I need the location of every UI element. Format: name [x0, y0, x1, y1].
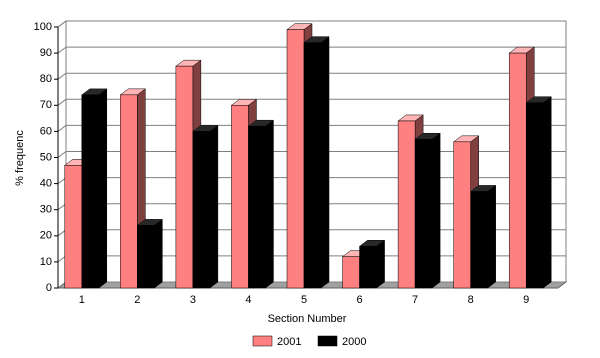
bar — [248, 125, 266, 289]
x-tick-label: 4 — [245, 294, 251, 306]
legend-swatch — [317, 335, 338, 347]
y-tick-label: 70 — [40, 99, 52, 111]
y-tick-label: 60 — [40, 125, 52, 137]
y-tick-label: 50 — [40, 151, 52, 163]
bar — [414, 138, 433, 289]
legend-label: 2001 — [277, 336, 301, 348]
bar — [81, 94, 100, 289]
bar — [175, 65, 194, 289]
x-tick-label: 6 — [356, 294, 362, 306]
bar-side — [542, 96, 552, 289]
x-tick-label: 3 — [190, 294, 196, 306]
bar — [525, 102, 544, 289]
bar — [120, 94, 138, 289]
bar — [286, 29, 305, 289]
y-tick-label: 0 — [46, 282, 52, 294]
x-tick-label: 1 — [79, 294, 85, 306]
bar — [453, 141, 471, 289]
y-tick-label: 40 — [40, 178, 52, 190]
bar — [137, 225, 155, 289]
y-axis-label: % frequenc — [14, 130, 26, 186]
bar — [470, 191, 488, 289]
bar-side — [431, 132, 441, 289]
bar-side — [320, 36, 330, 289]
y-tick-label: 20 — [40, 230, 52, 242]
bar-side — [487, 184, 496, 289]
y-tick-label: 90 — [40, 47, 52, 59]
bar-side — [265, 119, 274, 289]
bar — [192, 131, 211, 289]
x-tick-label: 8 — [468, 294, 474, 306]
bar — [64, 165, 83, 289]
bar — [303, 42, 322, 289]
grid-line — [57, 98, 566, 106]
x-axis-label: Section Number — [268, 313, 347, 325]
bar-side — [209, 124, 219, 289]
grid-line — [57, 46, 566, 54]
bar — [359, 245, 377, 289]
bar-side — [154, 218, 163, 289]
x-tick-label: 5 — [301, 294, 307, 306]
y-tick-label: 100 — [34, 21, 52, 33]
grid-line — [57, 20, 566, 28]
bar — [508, 52, 527, 289]
bar — [231, 105, 249, 289]
y-tick-label: 80 — [40, 73, 52, 85]
x-tick-label: 2 — [134, 294, 140, 306]
x-tick-label: 7 — [412, 294, 418, 306]
y-tick-label: 10 — [40, 256, 52, 268]
bar — [342, 256, 360, 289]
y-tick-label: 30 — [40, 204, 52, 216]
bar — [397, 120, 416, 289]
bar-side — [376, 239, 385, 289]
x-tick-label: 9 — [523, 294, 529, 306]
legend-label: 2000 — [342, 336, 366, 348]
legend-swatch — [252, 335, 273, 347]
grid-line — [57, 72, 566, 80]
bar-side — [98, 88, 108, 289]
